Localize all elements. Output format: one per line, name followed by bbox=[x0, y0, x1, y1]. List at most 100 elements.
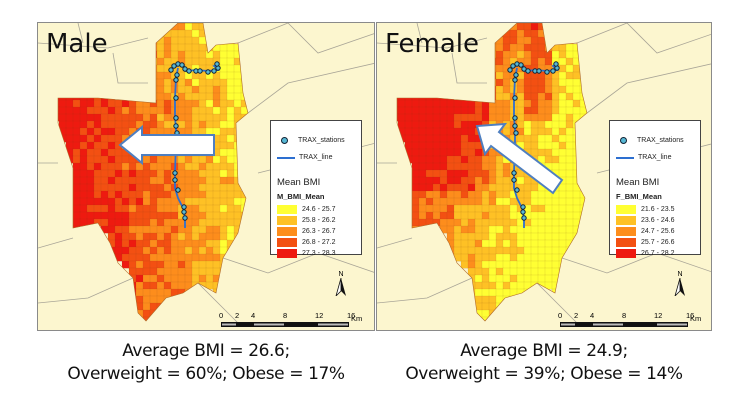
census-tract bbox=[219, 134, 228, 143]
census-tract bbox=[86, 127, 95, 136]
census-tract bbox=[551, 127, 560, 136]
census-tract bbox=[474, 218, 483, 227]
county-boundary bbox=[626, 23, 711, 54]
census-tract bbox=[170, 36, 179, 45]
census-tract bbox=[488, 239, 497, 248]
census-tract bbox=[467, 253, 476, 262]
census-tract bbox=[551, 120, 560, 129]
census-tract bbox=[72, 197, 81, 206]
census-tract bbox=[177, 120, 186, 129]
census-tract bbox=[558, 183, 567, 192]
census-tract bbox=[226, 176, 235, 185]
census-tract bbox=[502, 232, 511, 241]
census-tract bbox=[453, 239, 462, 248]
census-tract bbox=[551, 232, 560, 241]
census-tract bbox=[205, 50, 214, 59]
census-tract bbox=[523, 57, 532, 66]
census-tract bbox=[551, 155, 560, 164]
census-tract bbox=[135, 204, 144, 213]
census-tract bbox=[502, 85, 511, 94]
census-tract bbox=[460, 176, 469, 185]
census-tract bbox=[177, 232, 186, 241]
census-tract bbox=[558, 43, 567, 52]
census-tract bbox=[509, 36, 518, 45]
census-tract bbox=[198, 232, 207, 241]
census-tract bbox=[439, 148, 448, 157]
census-tract bbox=[488, 232, 497, 241]
legend-label: TRAX_line bbox=[638, 154, 672, 161]
census-tract bbox=[544, 127, 553, 136]
census-tract bbox=[135, 295, 144, 304]
trax-station bbox=[181, 204, 187, 210]
caption-line-average: Average BMI = 24.9; bbox=[460, 341, 628, 361]
census-tract bbox=[191, 92, 200, 101]
census-tract bbox=[558, 57, 567, 66]
census-tract bbox=[439, 218, 448, 227]
census-tract bbox=[135, 169, 144, 178]
census-tract bbox=[516, 176, 525, 185]
census-tract bbox=[149, 246, 158, 255]
census-tract bbox=[170, 225, 179, 234]
census-tract bbox=[481, 183, 490, 192]
census-tract bbox=[551, 239, 560, 248]
census-tract bbox=[523, 92, 532, 101]
census-tract bbox=[198, 274, 207, 283]
census-tract bbox=[107, 232, 116, 241]
census-tract bbox=[523, 43, 532, 52]
census-tract bbox=[198, 267, 207, 276]
census-tract bbox=[467, 218, 476, 227]
census-tract bbox=[460, 148, 469, 157]
census-tract bbox=[191, 113, 200, 122]
census-tract bbox=[495, 106, 504, 115]
census-tract bbox=[86, 99, 95, 108]
census-tract bbox=[481, 309, 490, 318]
census-tract bbox=[530, 78, 539, 87]
census-tract bbox=[100, 162, 109, 171]
trax-station bbox=[550, 68, 556, 74]
census-tract bbox=[163, 85, 172, 94]
census-tract bbox=[107, 204, 116, 213]
census-tract bbox=[516, 50, 525, 59]
census-tract bbox=[100, 99, 109, 108]
census-tract bbox=[163, 78, 172, 87]
census-tract bbox=[142, 232, 151, 241]
census-tract bbox=[114, 183, 123, 192]
census-tract bbox=[198, 176, 207, 185]
census-tract bbox=[551, 162, 560, 171]
census-tract bbox=[86, 162, 95, 171]
panel-title: Female bbox=[385, 29, 480, 59]
census-tract bbox=[418, 204, 427, 213]
census-tract bbox=[523, 225, 532, 234]
color-swatch bbox=[616, 216, 636, 225]
census-tract bbox=[439, 155, 448, 164]
census-tract bbox=[558, 106, 567, 115]
trax-station bbox=[512, 115, 518, 121]
census-tract bbox=[565, 113, 574, 122]
census-tract bbox=[142, 113, 151, 122]
census-tract bbox=[530, 113, 539, 122]
census-tract bbox=[523, 246, 532, 255]
census-tract bbox=[198, 106, 207, 115]
census-tract bbox=[544, 274, 553, 283]
census-tract bbox=[474, 232, 483, 241]
census-tract bbox=[149, 218, 158, 227]
census-tract bbox=[565, 71, 574, 80]
census-tract bbox=[411, 120, 420, 129]
census-tract bbox=[474, 225, 483, 234]
census-tract bbox=[502, 71, 511, 80]
census-tract bbox=[163, 288, 172, 297]
census-tract bbox=[446, 127, 455, 136]
census-tract bbox=[481, 267, 490, 276]
census-tract bbox=[439, 134, 448, 143]
scale-tick-label: 4 bbox=[590, 311, 595, 320]
census-tract bbox=[411, 141, 420, 150]
scale-tick-label: 16 bbox=[347, 311, 356, 320]
census-tract bbox=[418, 141, 427, 150]
census-tract bbox=[135, 197, 144, 206]
census-tract bbox=[481, 204, 490, 213]
census-tract bbox=[565, 183, 574, 192]
census-tract bbox=[72, 134, 81, 143]
census-tract bbox=[128, 120, 137, 129]
census-tract bbox=[184, 197, 193, 206]
county-boundary bbox=[247, 63, 374, 114]
